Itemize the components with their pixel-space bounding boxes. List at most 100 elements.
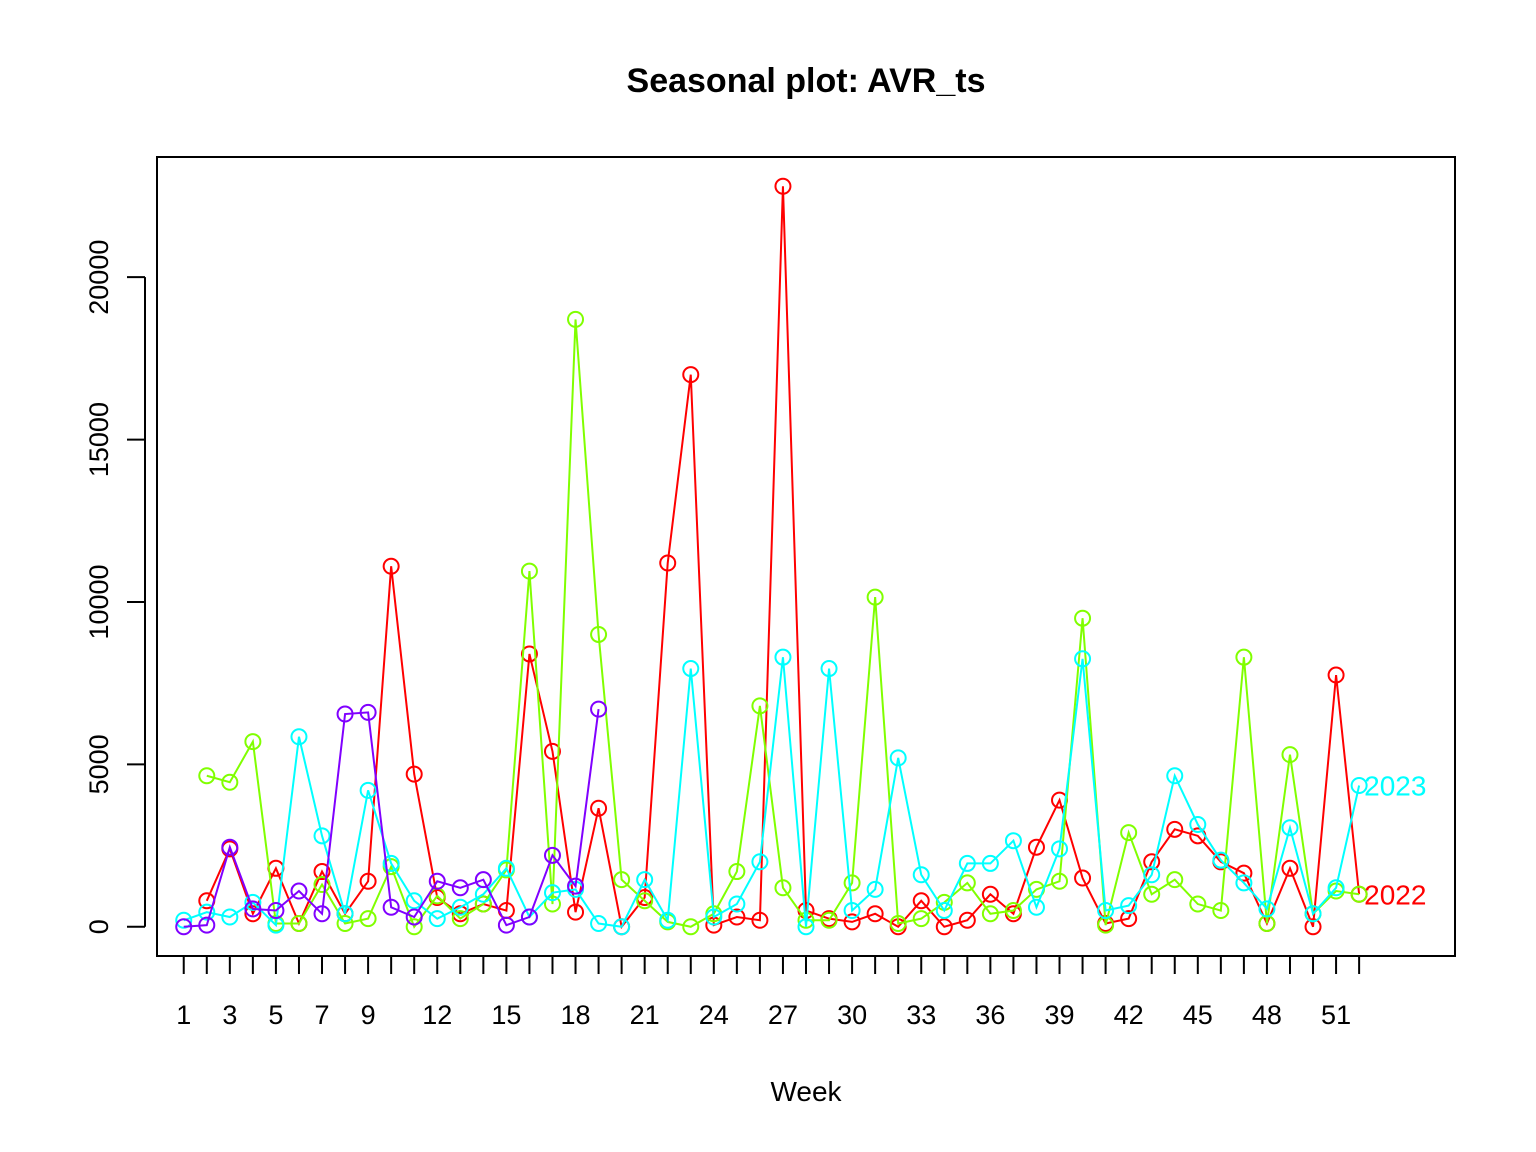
- data-point: [889, 749, 907, 767]
- data-point: [1350, 885, 1368, 903]
- x-tick-label: 12: [422, 1000, 452, 1030]
- data-point: [497, 859, 515, 877]
- data-point: [613, 871, 631, 889]
- data-point: [797, 911, 815, 929]
- x-tick-label: 36: [975, 1000, 1005, 1030]
- data-point: [843, 913, 861, 931]
- data-point: [1143, 885, 1161, 903]
- data-point: [1350, 776, 1368, 794]
- data-point: [1166, 767, 1184, 785]
- data-point: [636, 892, 654, 910]
- data-point: [1327, 666, 1345, 684]
- data-point: [958, 911, 976, 929]
- x-tick-label: 48: [1252, 1000, 1282, 1030]
- data-point: [912, 892, 930, 910]
- data-point: [981, 905, 999, 923]
- data-point: [958, 874, 976, 892]
- x-tick-label: 9: [361, 1000, 376, 1030]
- data-point: [820, 660, 838, 678]
- data-point: [751, 911, 769, 929]
- data-point: [1166, 820, 1184, 838]
- data-point: [336, 705, 354, 723]
- data-point: [1027, 838, 1045, 856]
- data-point: [382, 898, 400, 916]
- data-point: [935, 918, 953, 936]
- data-point: [889, 915, 907, 933]
- data-point: [1074, 869, 1092, 887]
- series-line: [183, 709, 600, 928]
- data-point: [751, 697, 769, 715]
- x-tick-label: 51: [1321, 1000, 1351, 1030]
- data-point: [567, 877, 585, 895]
- x-tick-label: 1: [176, 1000, 191, 1030]
- data-point: [198, 903, 216, 921]
- y-tick-label: 5000: [84, 734, 114, 794]
- data-point: [1004, 902, 1022, 920]
- series-line: [183, 657, 1361, 928]
- data-point: [981, 885, 999, 903]
- data-point: [1120, 897, 1138, 915]
- data-point: [590, 799, 608, 817]
- series-4: [175, 700, 608, 936]
- data-point: [1166, 871, 1184, 889]
- data-point: [451, 910, 469, 928]
- data-point: [382, 557, 400, 575]
- data-point: [590, 915, 608, 933]
- data-point: [590, 625, 608, 643]
- data-point: [728, 895, 746, 913]
- data-point: [1304, 918, 1322, 936]
- data-point: [751, 853, 769, 871]
- data-point: [682, 918, 700, 936]
- data-point: [728, 863, 746, 881]
- x-tick-label: 42: [1114, 1000, 1144, 1030]
- x-tick-label: 27: [768, 1000, 798, 1030]
- data-point: [382, 854, 400, 872]
- data-point: [428, 872, 446, 890]
- data-point: [451, 879, 469, 897]
- data-point: [313, 876, 331, 894]
- data-point: [1327, 879, 1345, 897]
- data-point: [543, 895, 561, 913]
- data-point: [543, 884, 561, 902]
- data-point: [359, 781, 377, 799]
- data-point: [175, 911, 193, 929]
- data-point: [405, 918, 423, 936]
- data-point: [1304, 905, 1322, 923]
- data-point: [474, 871, 492, 889]
- data-point: [359, 910, 377, 928]
- data-point: [497, 916, 515, 934]
- y-tick-label: 10000: [84, 564, 114, 639]
- data-point: [866, 588, 884, 606]
- x-tick-label: 24: [699, 1000, 729, 1030]
- data-point: [405, 908, 423, 926]
- data-point: [1074, 650, 1092, 668]
- data-point: [244, 733, 262, 751]
- series-end-label: 2023: [1364, 770, 1426, 801]
- data-point: [428, 910, 446, 928]
- data-point: [981, 854, 999, 872]
- data-point: [1212, 851, 1230, 869]
- data-point: [613, 918, 631, 936]
- data-point: [1143, 866, 1161, 884]
- data-point: [1258, 900, 1276, 918]
- data-point: [682, 660, 700, 678]
- data-point: [843, 874, 861, 892]
- series-layer: [175, 177, 1368, 936]
- data-point: [313, 827, 331, 845]
- data-point: [1004, 832, 1022, 850]
- data-point: [935, 902, 953, 920]
- x-tick-label: 7: [315, 1000, 330, 1030]
- data-point: [1281, 819, 1299, 837]
- x-tick-label: 45: [1183, 1000, 1213, 1030]
- data-point: [1120, 910, 1138, 928]
- data-point: [198, 767, 216, 785]
- x-tick-label: 30: [837, 1000, 867, 1030]
- data-point: [1051, 840, 1069, 858]
- data-point: [198, 916, 216, 934]
- data-point: [336, 915, 354, 933]
- data-point: [1189, 815, 1207, 833]
- data-point: [267, 902, 285, 920]
- x-tick-label: 5: [268, 1000, 283, 1030]
- x-tick-label: 3: [222, 1000, 237, 1030]
